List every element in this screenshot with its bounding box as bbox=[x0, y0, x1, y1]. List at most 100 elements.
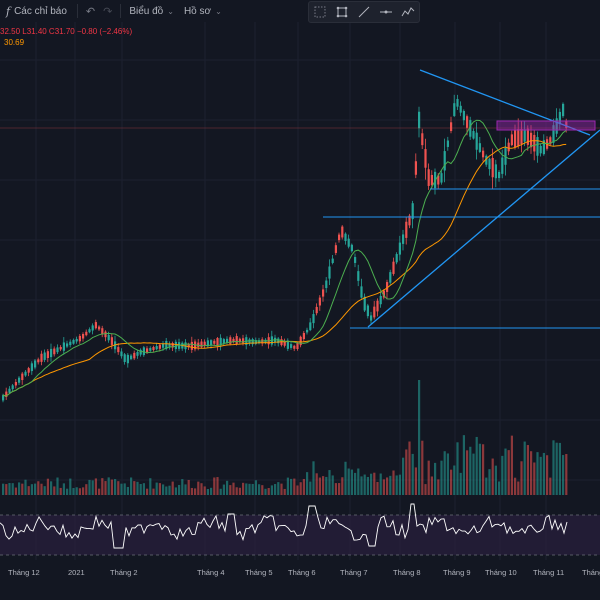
volume-bar bbox=[318, 477, 321, 495]
volume-bar bbox=[466, 450, 469, 495]
candle-body bbox=[360, 286, 363, 298]
candle-body bbox=[258, 340, 261, 344]
volume-bar bbox=[389, 475, 392, 495]
candle-body bbox=[558, 111, 561, 125]
volume-bar bbox=[331, 475, 334, 495]
volume-bar bbox=[392, 470, 395, 495]
candle-body bbox=[315, 306, 318, 314]
candle-body bbox=[498, 171, 501, 179]
horizontal-line-icon[interactable] bbox=[375, 2, 397, 22]
volume-bar bbox=[507, 450, 510, 495]
volume-bar bbox=[251, 483, 254, 495]
volume-bar bbox=[107, 477, 110, 495]
volume-bar bbox=[462, 435, 465, 495]
volume-bar bbox=[402, 457, 405, 495]
volume-bar bbox=[133, 481, 136, 495]
volume-bar bbox=[203, 486, 206, 495]
volume-bar bbox=[418, 380, 421, 495]
chart-menu-button[interactable]: Biểu đồ ⌄ bbox=[129, 6, 174, 17]
trend-line-icon[interactable] bbox=[353, 2, 375, 22]
volume-bars bbox=[2, 380, 568, 495]
candle-body bbox=[40, 353, 43, 362]
volume-bar bbox=[520, 461, 523, 495]
function-icon: f bbox=[6, 4, 11, 18]
volume-bar bbox=[552, 440, 555, 495]
candle-body bbox=[123, 354, 126, 362]
volume-bar bbox=[306, 472, 309, 495]
profile-menu-button[interactable]: Hồ sơ ⌄ bbox=[184, 6, 222, 17]
candle-body bbox=[2, 395, 5, 401]
candle-body bbox=[91, 325, 94, 331]
time-axis[interactable]: Tháng 12 2021 Tháng 2 Tháng 4 Tháng 5 Th… bbox=[0, 562, 600, 580]
volume-bar bbox=[165, 486, 168, 495]
candle-body bbox=[213, 340, 216, 344]
candle-body bbox=[366, 305, 369, 317]
rectangle-icon[interactable] bbox=[331, 2, 353, 22]
volume-bar bbox=[37, 481, 40, 495]
x-tick-label: Tháng 7 bbox=[340, 568, 368, 577]
volume-bar bbox=[78, 488, 81, 495]
path-icon[interactable] bbox=[397, 2, 419, 22]
candle-body bbox=[462, 110, 465, 121]
volume-bar bbox=[546, 455, 549, 495]
candle-body bbox=[14, 381, 17, 386]
volume-bar bbox=[405, 449, 408, 495]
volume-bar bbox=[158, 483, 161, 495]
candle-body bbox=[62, 342, 65, 351]
volume-bar bbox=[174, 487, 177, 495]
volume-bar bbox=[517, 481, 520, 495]
volume-bar bbox=[395, 475, 398, 495]
crosshair-dots-icon[interactable] bbox=[309, 2, 331, 22]
volume-bar bbox=[469, 446, 472, 495]
candle-body bbox=[322, 289, 325, 297]
volume-bar bbox=[494, 465, 497, 495]
volume-bar bbox=[168, 485, 171, 495]
candle-body bbox=[453, 103, 456, 116]
indicators-button[interactable]: f Các chỉ báo bbox=[6, 5, 67, 18]
candle-body bbox=[379, 295, 382, 305]
volume-bar bbox=[264, 488, 267, 495]
candlesticks bbox=[2, 94, 568, 403]
volume-bar bbox=[414, 467, 417, 495]
volume-bar bbox=[293, 478, 296, 495]
volume-bar bbox=[216, 477, 219, 495]
candle-body bbox=[8, 388, 11, 393]
candle-body bbox=[136, 352, 139, 356]
candle-body bbox=[341, 226, 344, 238]
volume-bar bbox=[149, 478, 152, 495]
x-tick-label: Tháng 5 bbox=[245, 568, 273, 577]
volume-bar bbox=[510, 435, 513, 495]
volume-bar bbox=[443, 451, 446, 495]
volume-bar bbox=[258, 484, 261, 495]
candle-body bbox=[485, 155, 488, 165]
volume-bar bbox=[334, 483, 337, 495]
candle-body bbox=[488, 158, 491, 170]
redo-icon[interactable]: ↷ bbox=[103, 5, 113, 18]
volume-bar bbox=[11, 483, 14, 495]
candle-body bbox=[344, 233, 347, 241]
candle-body bbox=[542, 140, 545, 155]
x-tick-label: Tháng 12 bbox=[8, 568, 40, 577]
candle-body bbox=[110, 337, 113, 345]
candle-body bbox=[469, 120, 472, 137]
candle-body bbox=[296, 342, 299, 350]
volume-bar bbox=[504, 448, 507, 495]
candle-body bbox=[552, 125, 555, 143]
candle-body bbox=[46, 351, 49, 359]
volume-bar bbox=[222, 484, 225, 495]
volume-bar bbox=[162, 484, 165, 495]
volume-bar bbox=[261, 485, 264, 495]
drawings-layer bbox=[0, 69, 600, 329]
drawing-toolbar bbox=[308, 1, 420, 23]
x-tick-label: Tháng 8 bbox=[393, 568, 421, 577]
volume-bar bbox=[146, 488, 149, 495]
candle-body bbox=[56, 347, 59, 353]
volume-bar bbox=[280, 483, 283, 495]
candle-body bbox=[389, 272, 392, 283]
undo-icon[interactable]: ↶ bbox=[85, 5, 96, 18]
volume-bar bbox=[142, 483, 145, 495]
candle-body bbox=[235, 336, 238, 345]
candle-body bbox=[318, 297, 321, 306]
volume-bar bbox=[424, 484, 427, 495]
